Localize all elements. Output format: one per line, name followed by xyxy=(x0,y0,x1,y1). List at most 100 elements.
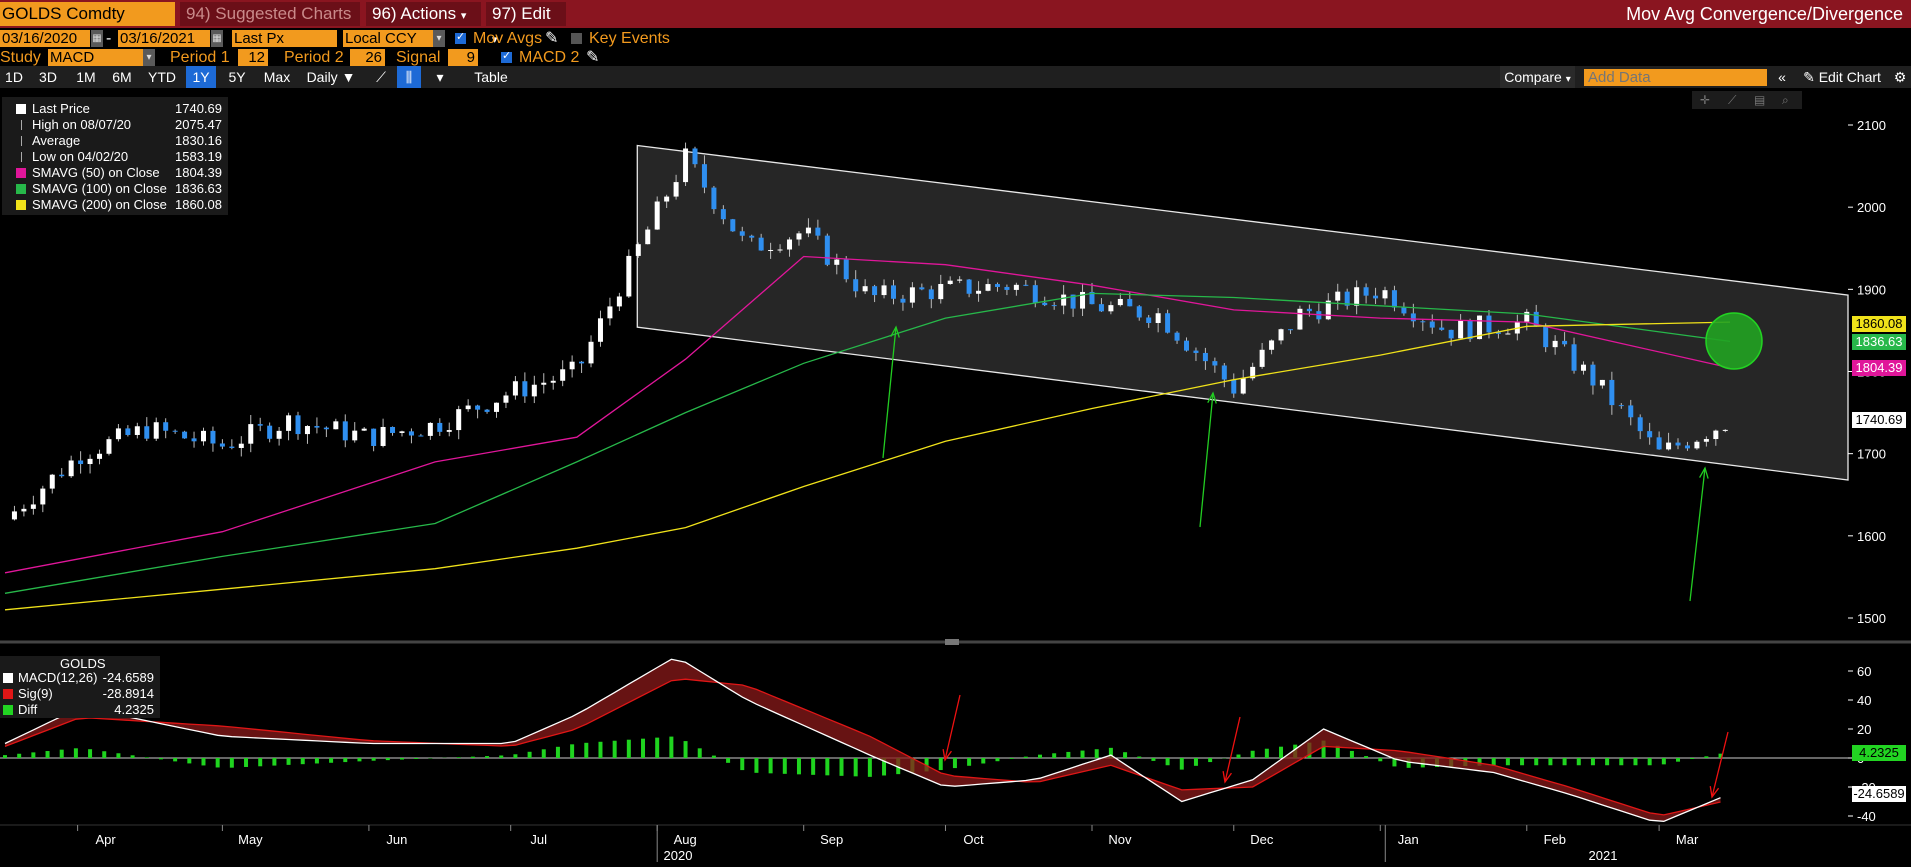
range-ytd-button[interactable]: YTD xyxy=(148,69,176,85)
diff-bar xyxy=(399,758,404,760)
key-events-checkbox[interactable] xyxy=(571,33,582,44)
candle-body xyxy=(87,458,93,465)
range-3d-button[interactable]: 3D xyxy=(39,69,57,85)
x-tick-label: Jul xyxy=(530,832,547,847)
start-date-field[interactable]: 03/16/2020 xyxy=(0,30,90,47)
candle-body xyxy=(1146,317,1152,324)
legend-value: 1804.39 xyxy=(175,165,222,180)
candle-body xyxy=(163,422,169,431)
crosshair-icon[interactable]: ✛ xyxy=(1700,93,1711,107)
price-field-select[interactable]: Last Px xyxy=(232,30,337,47)
legend-value: 1860.08 xyxy=(175,197,222,212)
macd-cross-arrow-head xyxy=(942,749,952,762)
candle-body xyxy=(1004,286,1010,290)
diff-bar xyxy=(88,749,93,758)
diff-bar xyxy=(1534,758,1539,766)
mov-avgs-checkbox[interactable] xyxy=(455,30,466,44)
price-legend: Last Price 1740.69 High on 08/07/20 2075.47… xyxy=(2,97,228,215)
study-select[interactable]: MACD xyxy=(48,49,146,66)
dropdown-arrow-icon[interactable]: ▾ xyxy=(433,30,445,47)
range-1d-button[interactable]: 1D xyxy=(5,69,23,85)
frequency-select[interactable]: Daily ▼ xyxy=(300,66,362,88)
calendar-icon[interactable]: ▦ xyxy=(91,30,103,47)
pencil-icon[interactable]: ✎ xyxy=(586,49,600,66)
candle-body xyxy=(106,439,112,454)
candle-body xyxy=(683,148,689,183)
x-tick-label: Jan xyxy=(1398,832,1419,847)
gear-icon[interactable]: ⚙ xyxy=(1893,69,1907,85)
diff-bar xyxy=(456,757,461,758)
candle-body xyxy=(68,460,74,477)
ticker-field[interactable]: GOLDS Comdty xyxy=(0,2,175,26)
x-tick-label: Apr xyxy=(95,832,116,847)
signal-field[interactable]: 9 xyxy=(448,49,478,66)
candle-body xyxy=(768,249,774,251)
dropdown-arrow-icon: ▾ xyxy=(1565,74,1571,85)
suggested-charts-menu[interactable]: 94) Suggested Charts xyxy=(180,2,360,26)
dropdown-arrow-icon[interactable]: ▾ xyxy=(436,69,444,85)
annotations-icon[interactable]: ▤ xyxy=(1754,93,1766,107)
diff-bar xyxy=(1633,758,1638,766)
diff-bar xyxy=(414,758,419,759)
legend-row: SMAVG (100) on Close 1836.63 xyxy=(2,181,228,197)
candle-body xyxy=(1051,305,1057,307)
candle-body xyxy=(1599,379,1605,386)
candle-body xyxy=(286,415,292,431)
add-data-input[interactable] xyxy=(1584,69,1767,86)
actions-menu[interactable]: 96) Actions ▾ xyxy=(366,2,481,26)
candle-body xyxy=(1495,332,1501,334)
range-1y-button[interactable]: 1Y xyxy=(186,66,216,88)
candle-body xyxy=(843,259,849,280)
y-tick-label: 1500 xyxy=(1857,611,1886,626)
diff-bar xyxy=(1080,750,1085,758)
currency-select[interactable]: Local CCY xyxy=(343,30,438,47)
edit-chart-button[interactable]: ✎ Edit Chart xyxy=(1796,66,1888,88)
pencil-icon[interactable]: ✎ xyxy=(545,30,559,47)
candle-body xyxy=(1533,311,1539,327)
zoom-icon[interactable]: ⌕ xyxy=(1782,93,1789,107)
collapse-icon[interactable]: « xyxy=(1778,69,1786,85)
range-max-button[interactable]: Max xyxy=(263,69,291,85)
calendar-icon[interactable]: ▦ xyxy=(211,30,223,47)
macd-y-tick-label: 40 xyxy=(1857,693,1871,708)
period2-field[interactable]: 26 xyxy=(350,49,385,66)
diff-bar xyxy=(1406,758,1411,768)
legend-swatch xyxy=(21,120,23,130)
macd2-checkbox[interactable] xyxy=(501,49,512,63)
period1-field[interactable]: 12 xyxy=(238,49,268,66)
candle-body xyxy=(1382,290,1388,299)
candle-body xyxy=(371,428,377,446)
date-separator: - xyxy=(106,30,112,47)
diff-bar xyxy=(1236,754,1241,758)
diff-bar xyxy=(187,758,192,764)
candle-body xyxy=(1297,308,1303,330)
candle-body xyxy=(1070,294,1076,309)
diff-bar xyxy=(513,754,518,758)
candle-chart-icon[interactable]: ⫼ xyxy=(397,66,421,88)
dropdown-arrow-icon[interactable]: ▾ xyxy=(143,49,155,66)
candle-body xyxy=(456,409,462,431)
diff-bar xyxy=(59,749,64,758)
diff-bar xyxy=(201,758,206,766)
diff-bar xyxy=(130,755,135,758)
table-button[interactable]: Table xyxy=(474,69,508,85)
compare-button[interactable]: Compare ▾ xyxy=(1500,66,1575,88)
line-chart-icon[interactable]: ⟋ xyxy=(376,69,386,85)
edit-menu[interactable]: 97) Edit ▾ xyxy=(486,2,566,46)
candle-body xyxy=(957,279,963,281)
end-date-field[interactable]: 03/16/2021 xyxy=(118,30,210,47)
candle-body xyxy=(1524,311,1530,322)
chart-tools: ✛ ⟋ ▤ ⌕ xyxy=(1692,91,1802,109)
macd-cross-arrow xyxy=(944,694,961,761)
range-1m-button[interactable]: 1M xyxy=(76,69,96,85)
candle-body xyxy=(229,446,235,448)
range-6m-button[interactable]: 6M xyxy=(112,69,132,85)
range-5y-button[interactable]: 5Y xyxy=(228,69,246,85)
macd-value-tag: -24.6589 xyxy=(1852,786,1906,802)
mov-avgs-label: Mov Avgs xyxy=(473,30,543,47)
candle-body xyxy=(512,381,518,396)
diff-bar xyxy=(1208,758,1213,763)
legend-swatch xyxy=(21,152,23,162)
draw-line-icon[interactable]: ⟋ xyxy=(1728,93,1737,107)
